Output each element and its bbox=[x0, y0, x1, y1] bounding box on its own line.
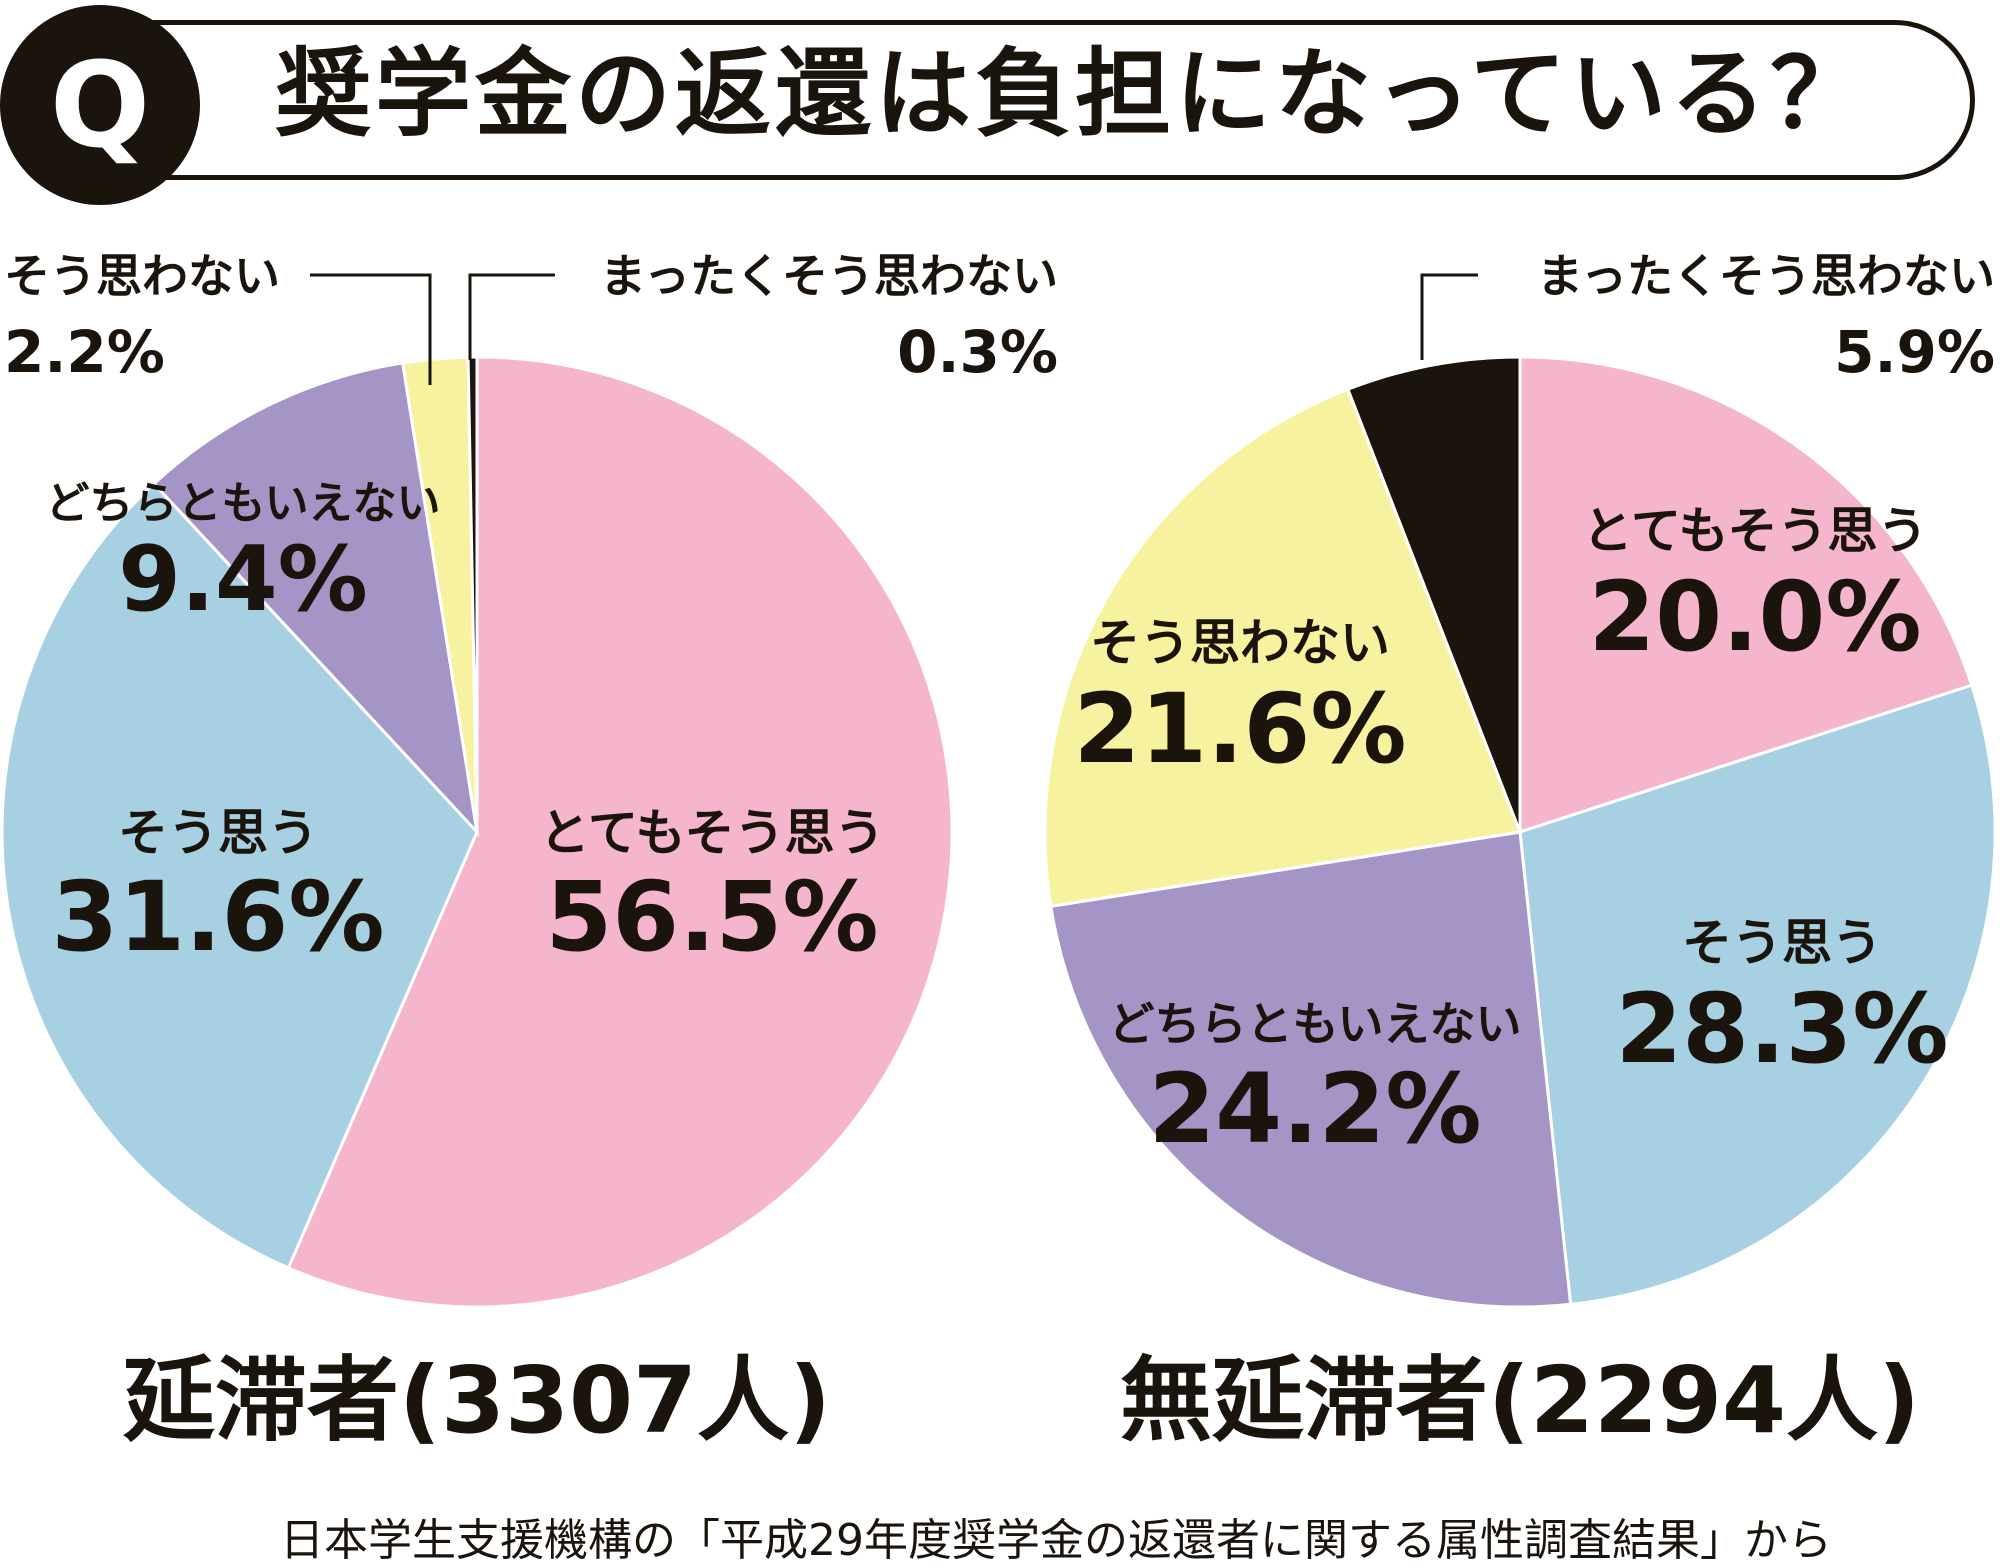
question-title: 奨学金の返還は負担になっている？ bbox=[275, 38, 1871, 150]
slice-value-label: 24.2% bbox=[1148, 1053, 1481, 1165]
source-note: 日本学生支援機構の「平成29年度奨学金の返還者に関する属性調査結果」から bbox=[280, 1515, 1832, 1566]
slice-value-label: 5.9% bbox=[1834, 318, 1995, 386]
slice-value-label: 21.6% bbox=[1073, 673, 1406, 785]
slice-label: そう思わない bbox=[4, 249, 280, 303]
chart-title-1: 無延滞者(2294人) bbox=[1120, 1347, 1920, 1454]
chart-title-0: 延滞者(3307人) bbox=[123, 1347, 831, 1454]
slice-value-label: 2.2% bbox=[4, 318, 165, 386]
pie-outline-1 bbox=[1044, 356, 1996, 1308]
slice-label: どちらともいえない bbox=[1108, 997, 1521, 1051]
leader-line-chart1-mattaku bbox=[1420, 273, 1478, 360]
slice-value-label: 0.3% bbox=[897, 318, 1058, 386]
question-banner bbox=[150, 20, 1975, 180]
slice-label: まったくそう思わない bbox=[600, 249, 1058, 303]
slice-value-label: 20.0% bbox=[1588, 561, 1921, 673]
slice-value-label: 28.3% bbox=[1615, 973, 1948, 1085]
slice-label: そう思わない bbox=[1090, 614, 1390, 672]
slice-label: まったくそう思わない bbox=[1537, 249, 1995, 303]
chart-labels: 延滞者(3307人) 無延滞者(2294人)とてもそう思う56.5%そう思う31.… bbox=[4, 249, 1995, 1454]
leader-line-chart0-mattaku bbox=[468, 273, 555, 360]
pie-chart-delinquent bbox=[0, 355, 954, 1309]
slice-label: そう思う bbox=[118, 804, 318, 862]
q-badge: Q bbox=[0, 5, 200, 205]
slice-label: とてもそう思う bbox=[540, 804, 885, 862]
slice-value-label: 31.6% bbox=[51, 861, 384, 973]
leader-line-chart0-soomowanai bbox=[310, 273, 432, 385]
slice-value-label: 9.4% bbox=[118, 527, 368, 632]
slice-label: どちらともいえない bbox=[45, 478, 440, 529]
pie-chart-non-delinquent bbox=[1043, 355, 1997, 1309]
pie-outline-0 bbox=[1, 356, 953, 1308]
slice-label: とてもそう思う bbox=[1583, 502, 1928, 560]
slice-value-label: 56.5% bbox=[545, 861, 878, 973]
slice-label: そう思う bbox=[1682, 914, 1882, 972]
